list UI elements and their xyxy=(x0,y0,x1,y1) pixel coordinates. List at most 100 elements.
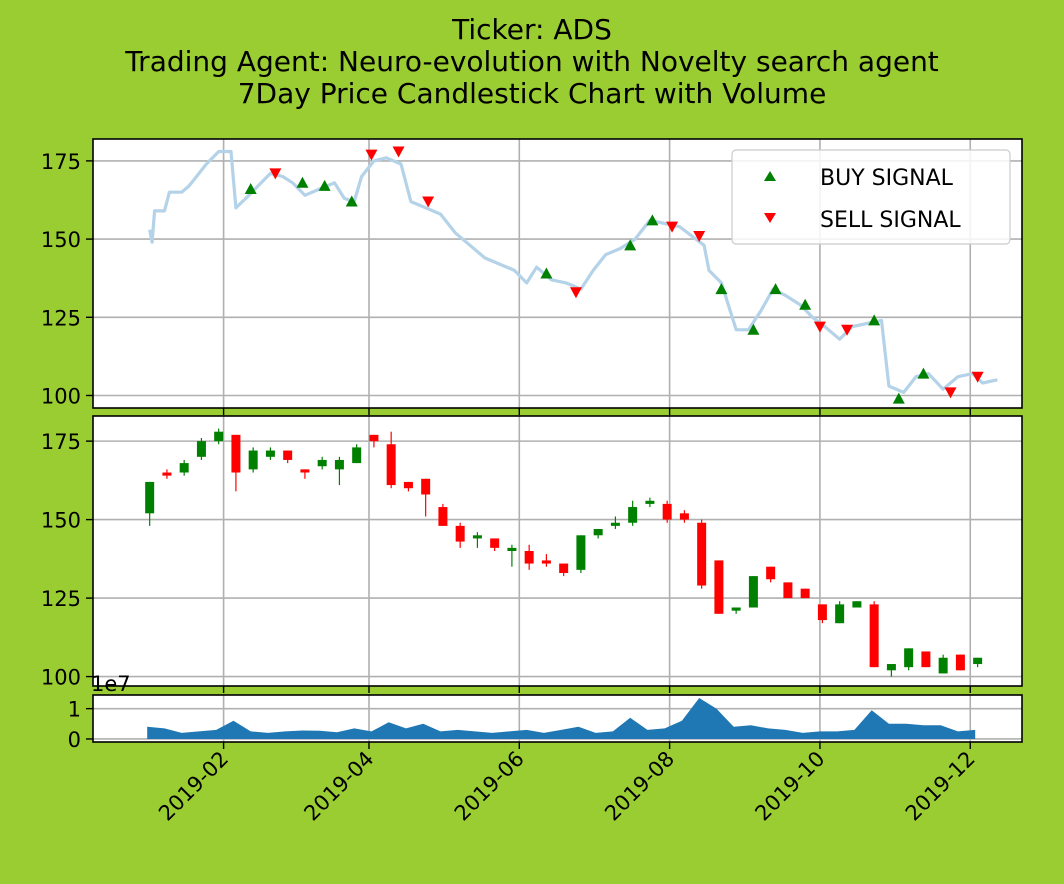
y-tick-label: 1 xyxy=(68,698,81,722)
candle-body xyxy=(852,601,862,608)
candle-body xyxy=(472,535,482,539)
x-tick-label: 2019-06 xyxy=(450,747,529,826)
candle-body xyxy=(869,604,879,668)
buy-signal-marker xyxy=(799,298,812,310)
sell-signal-marker xyxy=(365,149,378,161)
y-tick-label: 150 xyxy=(41,228,81,252)
candle-body xyxy=(645,500,655,504)
sell-signal-marker xyxy=(269,168,282,180)
candle-body xyxy=(386,444,396,486)
candle-body xyxy=(593,529,603,536)
legend-sell-marker xyxy=(764,213,776,223)
y-tick-label: 100 xyxy=(41,666,81,690)
y-tick-label: 150 xyxy=(41,509,81,533)
candle-body xyxy=(231,434,241,473)
sell-signal-marker xyxy=(693,230,706,242)
buy-signal-marker xyxy=(769,283,782,295)
chart-title-ticker: Ticker: ADS xyxy=(452,13,612,46)
sell-signal-marker xyxy=(666,221,679,233)
candle-body xyxy=(559,563,569,573)
buy-signal-marker xyxy=(892,392,905,404)
sell-signal-marker xyxy=(944,387,957,399)
candle-body xyxy=(973,657,983,665)
candle-body xyxy=(783,582,793,599)
candle-body xyxy=(766,566,776,580)
candle-body xyxy=(179,463,189,473)
candle-body xyxy=(455,525,465,542)
buy-signal-marker xyxy=(715,283,728,295)
chart-title-subtitle: 7Day Price Candlestick Chart with Volume xyxy=(237,77,827,110)
sell-signal-marker xyxy=(813,321,826,333)
candle-body xyxy=(317,459,327,467)
candle-body xyxy=(800,588,810,599)
buy-signal-marker xyxy=(868,314,881,326)
y-tick-label: 100 xyxy=(41,384,81,408)
buy-signal-marker xyxy=(540,267,553,279)
legend: BUY SIGNAL SELL SIGNAL xyxy=(731,149,1011,245)
candle-body xyxy=(248,450,258,470)
candle-body xyxy=(490,538,500,548)
y-tick-label: 175 xyxy=(41,150,81,174)
chart-title-agent: Trading Agent: Neuro-evolution with Nove… xyxy=(125,45,939,78)
y-tick-label: 125 xyxy=(41,587,81,611)
candle-body xyxy=(921,651,931,668)
candle-body xyxy=(628,507,638,523)
buy-signal-marker xyxy=(646,214,659,226)
candle-body xyxy=(748,576,758,608)
candle-body xyxy=(576,535,586,570)
buy-signal-marker xyxy=(345,195,358,207)
candle-body xyxy=(938,657,948,674)
candle-body xyxy=(300,469,310,473)
candle-body xyxy=(369,434,379,442)
candle-body xyxy=(955,654,965,671)
candle-body xyxy=(162,472,172,476)
candle-body xyxy=(904,648,914,668)
legend-buy-label: BUY SIGNAL xyxy=(820,166,954,191)
candlestick-panel: 100 125 150 175 xyxy=(41,415,1023,693)
plot-frame xyxy=(92,138,1023,409)
candle-body xyxy=(886,664,896,671)
candle-body xyxy=(214,431,224,442)
candle-body xyxy=(334,459,344,470)
candle-body xyxy=(421,478,431,495)
candle-body xyxy=(265,450,275,457)
sell-signal-marker xyxy=(841,324,854,336)
buy-signal-marker xyxy=(244,183,257,195)
candle-body xyxy=(679,513,689,520)
legend-frame xyxy=(731,149,1011,245)
sell-signal-marker xyxy=(569,287,582,299)
buy-signal-marker xyxy=(747,323,760,335)
y-tick-label: 0 xyxy=(68,728,81,752)
chart-title-block: Ticker: ADS Trading Agent: Neuro-evoluti… xyxy=(0,14,1064,110)
candle-body xyxy=(507,547,517,551)
sell-signal-marker xyxy=(392,146,405,158)
candle-body xyxy=(714,560,724,614)
legend-sell-label: SELL SIGNAL xyxy=(820,208,961,233)
candle-body xyxy=(731,607,741,611)
x-axis: 2019-02 2019-04 2019-06 2019-08 2019-10 2019-… xyxy=(154,747,980,826)
sell-signal-marker xyxy=(971,371,984,383)
volume-panel: 0 1 1e7 xyxy=(68,672,1023,752)
candle-body xyxy=(610,522,620,526)
volume-area xyxy=(147,698,976,739)
plot-area xyxy=(93,416,1022,686)
plot-frame xyxy=(92,694,1023,743)
x-tick-label: 2019-10 xyxy=(750,747,829,826)
candle-body xyxy=(524,551,534,564)
candle-body xyxy=(352,447,362,464)
candle-body xyxy=(283,450,293,460)
candle-body xyxy=(541,560,551,564)
buy-signal-marker xyxy=(917,367,930,379)
candle-body xyxy=(835,604,845,624)
candle-body xyxy=(145,481,155,514)
legend-buy-marker xyxy=(764,171,776,181)
volume-offset-label: 1e7 xyxy=(91,672,131,696)
candle-body xyxy=(817,604,827,621)
buy-signal-marker xyxy=(296,176,309,188)
price-line xyxy=(148,149,998,394)
sell-signal-marker xyxy=(422,196,435,208)
buy-signal-marker xyxy=(318,179,331,191)
y-tick-label: 125 xyxy=(41,306,81,330)
candle-body xyxy=(697,522,707,586)
x-tick-label: 2019-08 xyxy=(600,747,679,826)
